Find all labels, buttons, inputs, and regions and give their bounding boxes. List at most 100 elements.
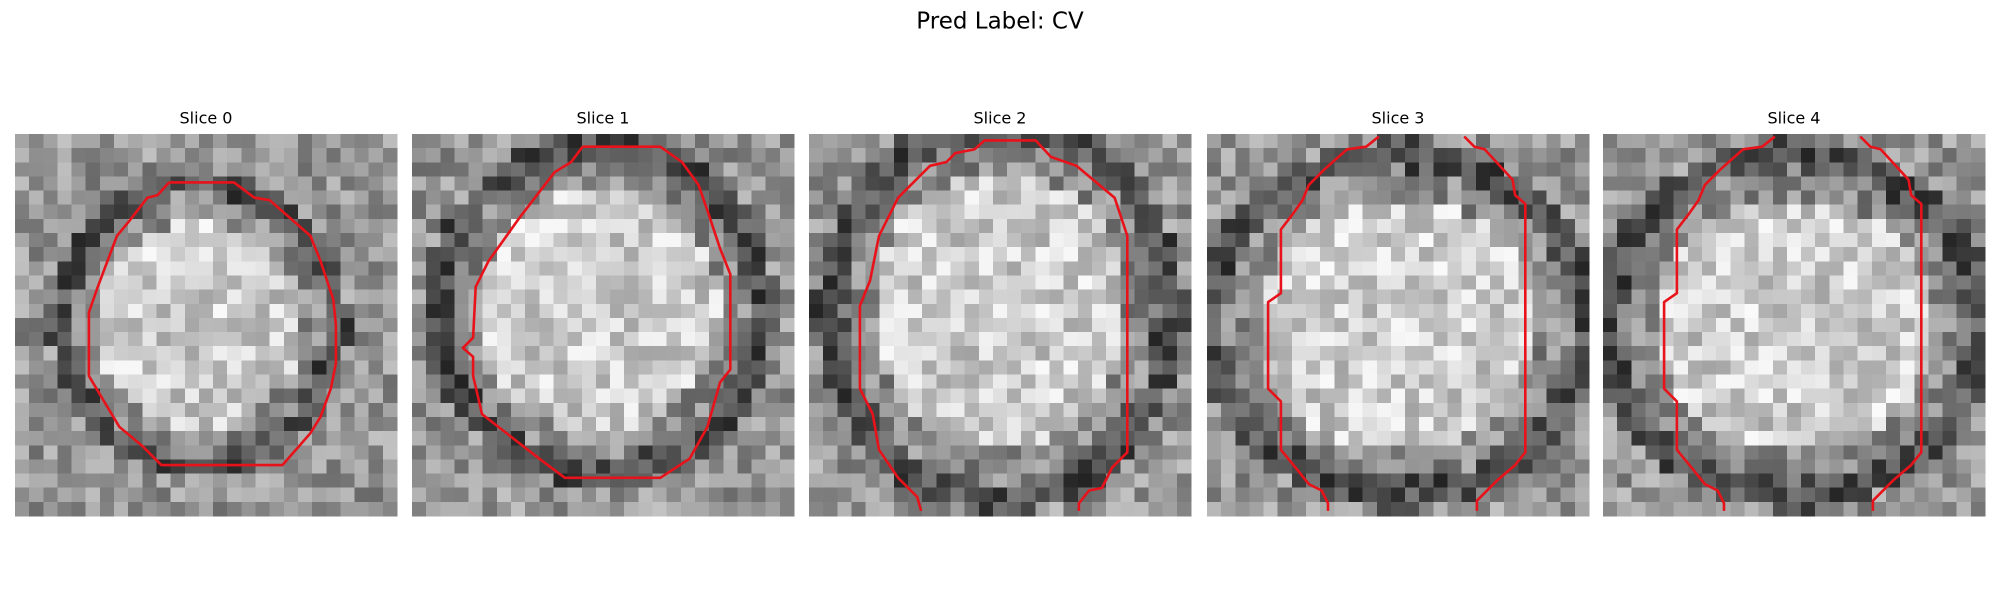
pixel — [525, 261, 540, 277]
pixel — [922, 233, 937, 248]
pixel — [1744, 374, 1760, 390]
pixel — [624, 332, 639, 347]
pixel — [1419, 303, 1434, 319]
pixel — [1744, 162, 1760, 178]
pixel — [1376, 360, 1392, 376]
pixel — [1348, 431, 1364, 446]
pixel — [1362, 218, 1378, 234]
pixel — [1546, 303, 1562, 319]
pixel — [1970, 459, 1986, 475]
pixel — [525, 346, 540, 361]
pixel — [412, 346, 427, 361]
pixel — [283, 473, 299, 489]
pixel — [269, 388, 285, 404]
pixel — [340, 289, 356, 305]
pixel — [1631, 148, 1647, 163]
pixel — [1376, 445, 1392, 461]
pixel — [1914, 501, 1930, 517]
pixel — [1063, 176, 1079, 192]
pixel — [354, 346, 370, 361]
pixel — [1291, 289, 1307, 305]
pixel — [595, 501, 611, 517]
pixel — [1148, 459, 1164, 475]
pixel — [43, 162, 59, 178]
pixel — [823, 148, 838, 163]
pixel — [1207, 162, 1222, 178]
pixel — [1077, 303, 1093, 319]
pixel — [1970, 445, 1986, 461]
pixel — [1106, 346, 1121, 361]
pixel — [57, 218, 73, 234]
pixel — [1546, 176, 1562, 192]
pixel — [1871, 134, 1887, 149]
pixel — [184, 289, 200, 305]
pixel — [936, 233, 952, 248]
pixel — [440, 346, 456, 361]
pixel — [1546, 233, 1562, 248]
pixel — [1603, 148, 1618, 163]
pixel — [624, 233, 639, 248]
pixel — [922, 204, 937, 220]
pixel — [1320, 374, 1335, 390]
pixel — [1758, 402, 1774, 418]
pixel — [1843, 374, 1859, 390]
pixel — [184, 431, 200, 446]
pixel — [297, 275, 313, 291]
pixel — [156, 501, 172, 517]
pixel — [823, 176, 838, 192]
pixel — [170, 487, 186, 503]
pixel — [1673, 176, 1689, 192]
pixel — [1970, 289, 1986, 305]
pixel — [43, 176, 59, 192]
pixel — [340, 459, 356, 475]
pixel — [1645, 162, 1661, 178]
pixel — [283, 134, 299, 149]
pixel — [15, 233, 30, 248]
pixel — [1885, 176, 1901, 192]
pixel — [837, 317, 853, 333]
pixel — [269, 487, 285, 503]
pixel — [1659, 275, 1675, 291]
pixel — [1419, 431, 1434, 446]
pixel — [922, 190, 937, 206]
pixel — [1928, 388, 1944, 404]
pixel — [694, 332, 710, 347]
pixel — [1320, 416, 1335, 432]
pixel — [1235, 346, 1251, 361]
pixel — [99, 162, 115, 178]
pixel — [879, 374, 895, 390]
pixel — [1348, 332, 1364, 347]
pixel — [1461, 501, 1477, 517]
pixel — [297, 346, 313, 361]
pixel — [680, 416, 696, 432]
pixel — [1603, 289, 1618, 305]
pixel — [1077, 190, 1093, 206]
pixel — [1801, 402, 1816, 418]
pixel — [865, 134, 881, 149]
pixel — [610, 445, 625, 461]
pixel — [354, 289, 370, 305]
pixel — [779, 162, 795, 178]
pixel — [354, 261, 370, 277]
pixel — [85, 445, 101, 461]
pixel — [1221, 459, 1236, 475]
pixel — [1956, 303, 1972, 319]
pixel — [454, 190, 470, 206]
pixel — [1063, 317, 1079, 333]
pixel — [624, 204, 639, 220]
pixel — [1758, 317, 1774, 333]
pixel — [114, 374, 129, 390]
pixel — [1857, 303, 1873, 319]
pixel — [283, 162, 299, 178]
pixel — [1687, 431, 1703, 446]
pixel — [765, 148, 781, 163]
pixel — [1716, 303, 1731, 319]
pixel — [15, 445, 30, 461]
pixel — [354, 162, 370, 178]
pixel — [142, 204, 158, 220]
pixel — [694, 388, 710, 404]
pixel — [1687, 459, 1703, 475]
pixel — [1702, 416, 1717, 432]
pixel — [1617, 148, 1632, 163]
pixel — [1134, 176, 1150, 192]
